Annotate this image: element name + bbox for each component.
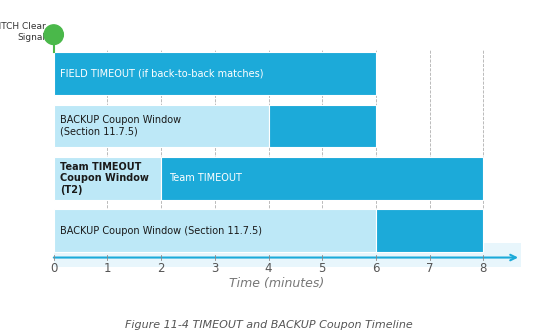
Text: 4: 4 [265, 262, 272, 275]
Text: Time (minutes): Time (minutes) [229, 277, 324, 290]
Bar [54, 157, 161, 200]
Text: 7: 7 [426, 262, 433, 275]
Text: BACKUP Coupon Window
(Section 11.7.5): BACKUP Coupon Window (Section 11.7.5) [60, 115, 182, 137]
Bar [268, 105, 376, 147]
Bar [54, 105, 268, 147]
Text: FIELD TIMEOUT (if back-to-back matches): FIELD TIMEOUT (if back-to-back matches) [60, 69, 264, 79]
Text: BACKUP Coupon Window (Section 11.7.5): BACKUP Coupon Window (Section 11.7.5) [60, 226, 262, 236]
Text: 8: 8 [480, 262, 487, 275]
Circle shape [44, 25, 63, 45]
Text: SWITCH Clear
Signal: SWITCH Clear Signal [0, 22, 46, 42]
Text: 5: 5 [318, 262, 326, 275]
Text: 1: 1 [104, 262, 111, 275]
Text: 3: 3 [211, 262, 219, 275]
Bar [54, 52, 376, 95]
Bar [161, 157, 483, 200]
Bar [54, 243, 521, 267]
Text: 2: 2 [157, 262, 165, 275]
Text: Figure 11-4 TIMEOUT and BACKUP Coupon Timeline: Figure 11-4 TIMEOUT and BACKUP Coupon Ti… [125, 320, 412, 330]
Text: Team TIMEOUT
Coupon Window
(T2): Team TIMEOUT Coupon Window (T2) [60, 162, 149, 195]
Text: 6: 6 [372, 262, 380, 275]
Text: Team TIMEOUT: Team TIMEOUT [169, 173, 242, 183]
Bar [54, 209, 376, 252]
Bar [376, 209, 483, 252]
Text: 0: 0 [50, 262, 57, 275]
